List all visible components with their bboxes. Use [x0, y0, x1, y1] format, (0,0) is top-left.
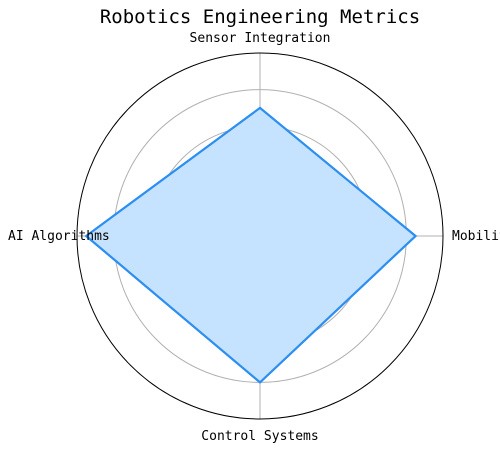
- series-polygon: [84, 106, 418, 384]
- chart-title: Robotics Engineering Metrics: [100, 6, 420, 28]
- data-layer: [84, 106, 418, 384]
- label-layer: Mobility Sensor Integration AI Algorithms C…: [8, 31, 500, 444]
- outer-frame: [76, 52, 444, 420]
- axis-label-sensor-integration: Sensor Integration: [190, 31, 331, 46]
- axis-label-control-systems: Control Systems: [201, 429, 318, 444]
- axis-label-ai-algorithms: AI Algorithms: [8, 229, 110, 244]
- axis-label-mobility: Mobility: [452, 229, 500, 244]
